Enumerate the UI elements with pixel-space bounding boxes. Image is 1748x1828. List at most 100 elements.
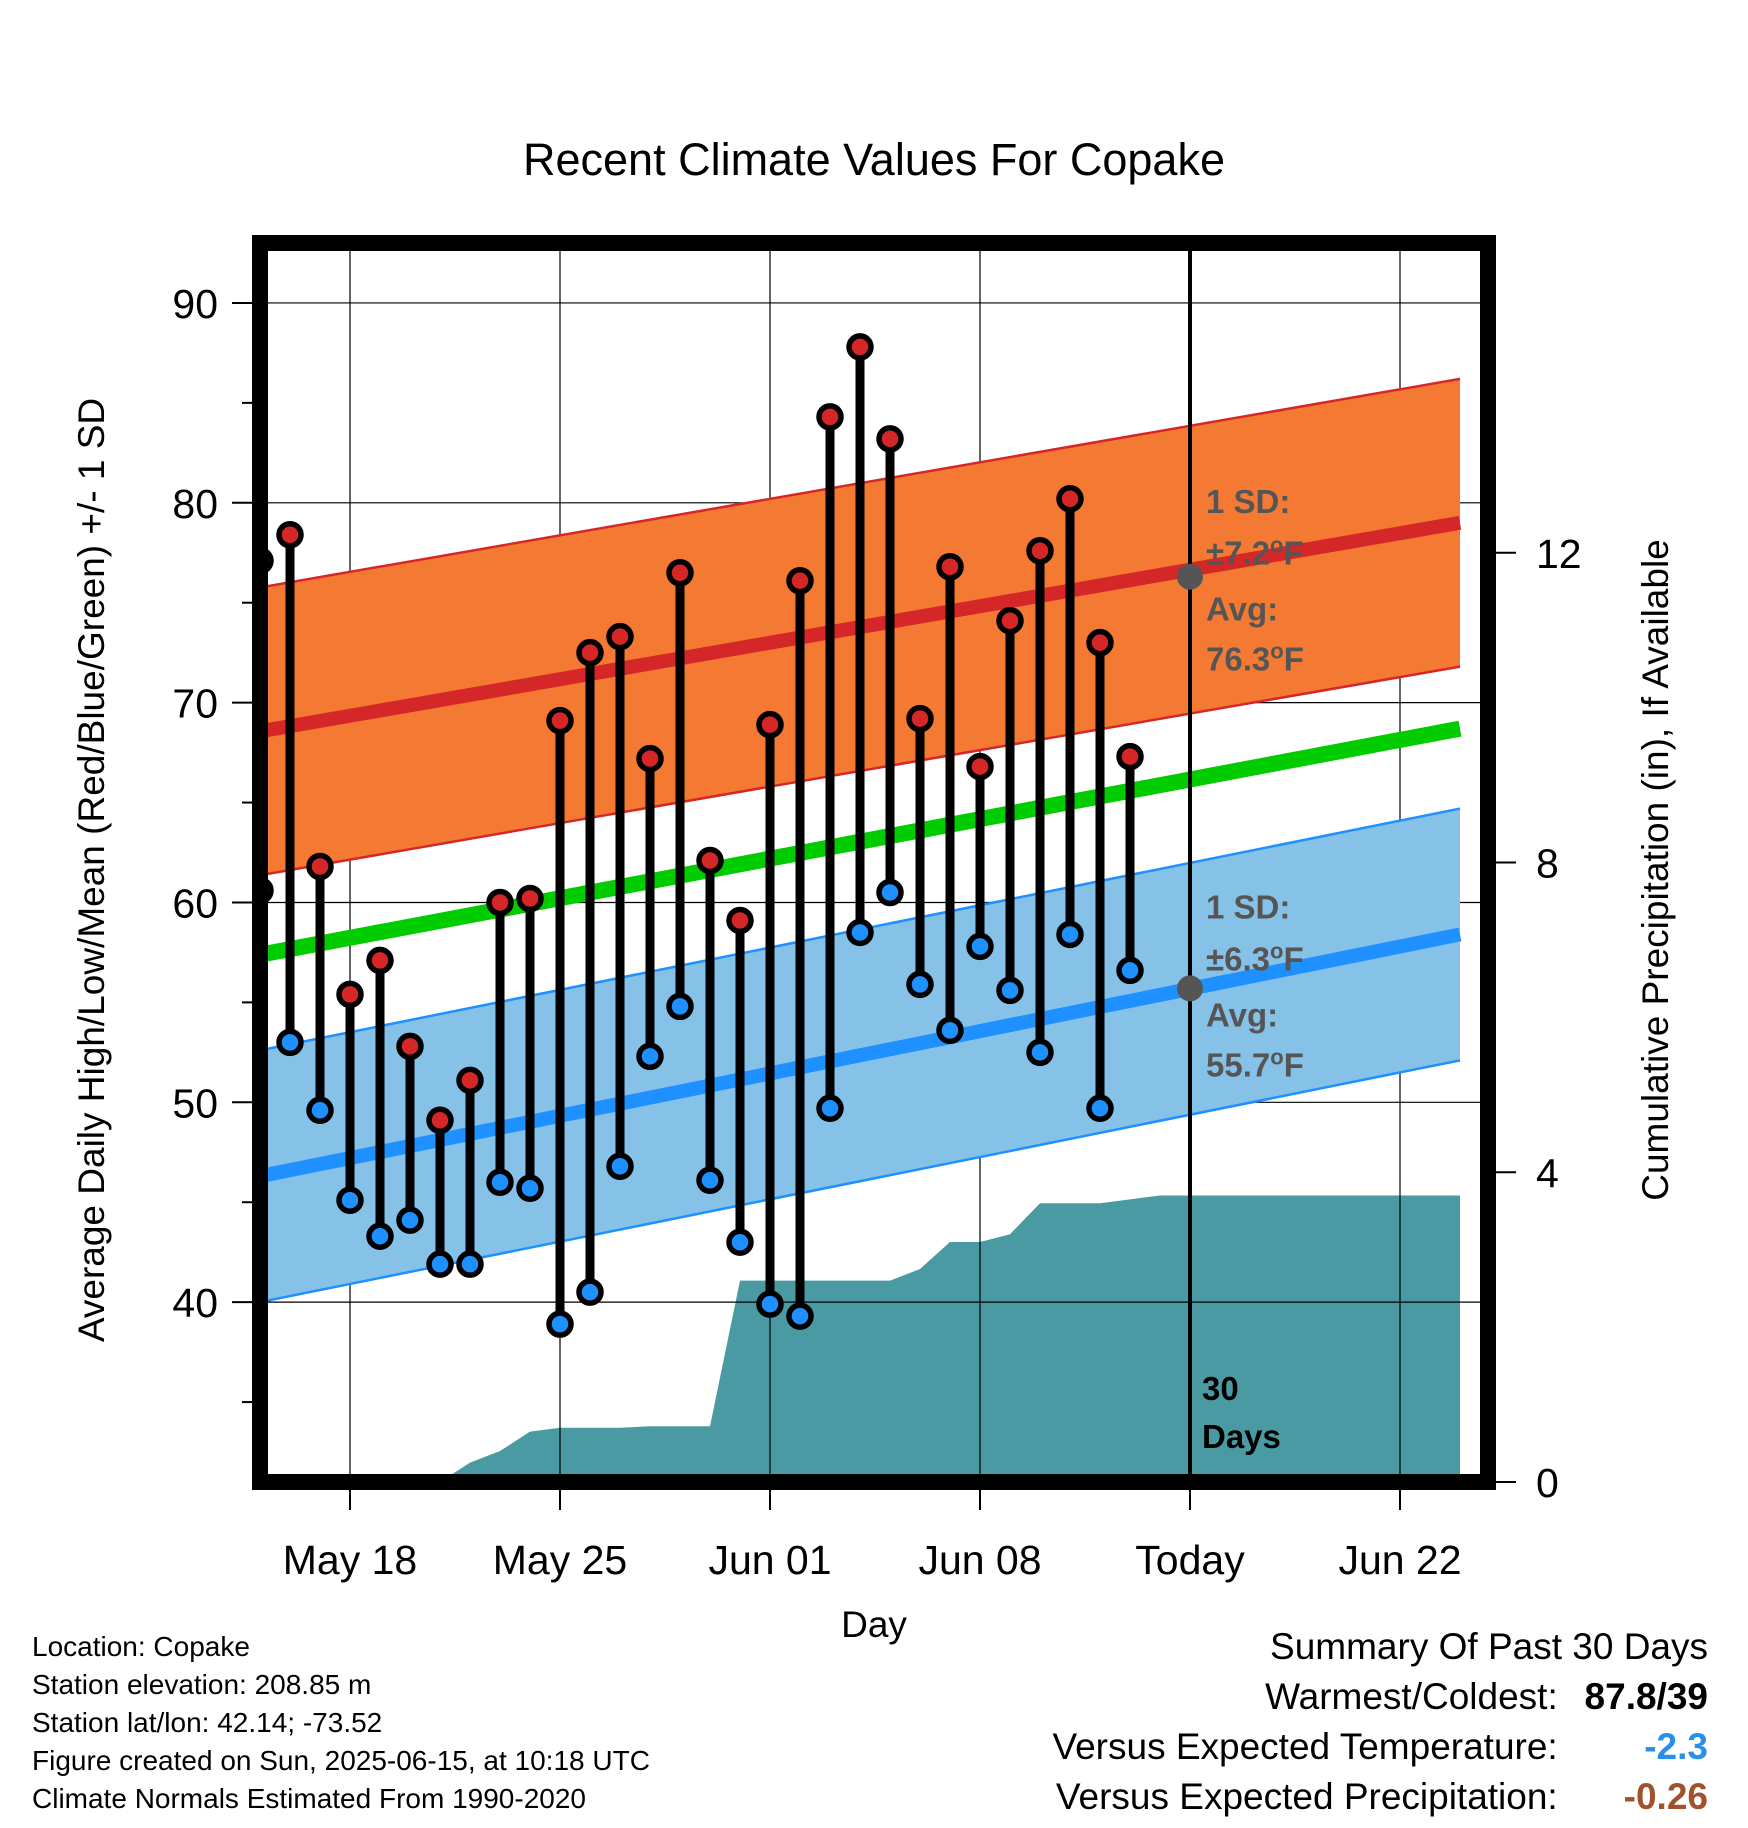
footer-latlon: Station lat/lon: 42.14; -73.52: [32, 1707, 383, 1738]
daily-high-point: [846, 333, 874, 361]
daily-low-point: [396, 1206, 424, 1234]
daily-low-point: [996, 976, 1024, 1005]
daily-high-point: [906, 704, 934, 733]
today-high-avg-marker: [1177, 563, 1203, 590]
daily-low-point: [606, 1152, 634, 1181]
low-avg-value-main: 55.7: [1206, 1046, 1270, 1083]
low-avg-value-degree: o: [1270, 1044, 1283, 1069]
daily-high-point: [756, 710, 784, 739]
days-word: Days: [1202, 1418, 1281, 1455]
daily-low-point: [1026, 1038, 1054, 1067]
high-sd-value-degree: o: [1270, 533, 1283, 558]
high-sd-lower-edge: [260, 665, 1461, 877]
daily-high-point: [876, 425, 904, 453]
x-tick-label: Jun 08: [918, 1537, 1041, 1583]
y2-tick-label: 0: [1536, 1460, 1559, 1506]
footer-normals: Climate Normals Estimated From 1990-2020: [32, 1783, 586, 1814]
high-normal-line: [260, 515, 1462, 739]
footer-elevation: Station elevation: 208.85 m: [32, 1669, 372, 1700]
x-axis-label: Day: [841, 1604, 907, 1645]
y2-axis-label: Cumulative Precipitation (in), If Availa…: [1635, 539, 1676, 1201]
summary-warmest: Warmest/Coldest: 87.8/39: [1052, 1672, 1708, 1722]
daily-high-point: [816, 403, 844, 431]
warmest-label: Warmest/Coldest:: [1265, 1676, 1558, 1717]
daily-low-point: [846, 918, 874, 947]
high-sd-value: ±7.2oF: [1206, 533, 1304, 572]
footer-created: Figure created on Sun, 2025-06-15, at 10…: [32, 1745, 650, 1776]
precip-vs-expected-value: -0.26: [1623, 1776, 1708, 1817]
chart-title: Recent Climate Values For Copake: [523, 134, 1225, 185]
daily-low-point: [546, 1310, 574, 1338]
mean-normal-line: [260, 720, 1462, 963]
temp-vs-expected-value: -2.3: [1644, 1726, 1708, 1767]
x-tick-label: Jun 22: [1338, 1537, 1461, 1583]
low-avg-value: 55.7oF: [1206, 1044, 1304, 1083]
daily-high-point: [696, 846, 724, 875]
today-low-avg-marker: [1177, 975, 1203, 1002]
low-sd-value-unit: F: [1283, 940, 1303, 977]
daily-low-point: [756, 1290, 784, 1318]
warmest-value: 87.8/39: [1584, 1676, 1708, 1717]
daily-high-point: [516, 884, 544, 913]
daily-low-point: [966, 932, 994, 961]
daily-high-point: [1116, 742, 1144, 771]
precip-area: [260, 1195, 1460, 1482]
daily-low-point: [1116, 956, 1144, 985]
daily-high-point: [726, 906, 754, 935]
low-sd-label: 1 SD:: [1206, 888, 1290, 925]
daily-low-point: [306, 1096, 334, 1125]
y-tick-label: 40: [172, 1280, 218, 1326]
daily-low-point: [816, 1094, 844, 1123]
high-avg-value-main: 76.3: [1206, 641, 1270, 678]
daily-high-point: [1086, 628, 1114, 657]
summary-temp: Versus Expected Temperature: -2.3: [1052, 1722, 1708, 1772]
x-tick-label: May 25: [493, 1537, 627, 1583]
y-tick-label: 50: [172, 1080, 218, 1126]
high-avg-label: Avg:: [1206, 591, 1278, 628]
y-axis-label: Average Daily High/Low/Mean (Red/Blue/Gr…: [71, 398, 112, 1342]
daily-low-point: [426, 1250, 454, 1278]
summary-panel: Summary Of Past 30 Days Warmest/Coldest:…: [1052, 1622, 1708, 1822]
footer: Location: Copake Station elevation: 208.…: [32, 1628, 650, 1818]
summary-precip: Versus Expected Precipitation: -0.26: [1052, 1772, 1708, 1822]
daily-high-point: [366, 946, 394, 975]
daily-low-point: [456, 1250, 484, 1278]
daily-low-point: [1086, 1094, 1114, 1123]
daily-high-point: [996, 606, 1024, 635]
y-tick-label: 60: [172, 880, 218, 926]
daily-low-point: [666, 992, 694, 1021]
low-sd-upper-edge: [260, 807, 1461, 1052]
daily-low-point: [1056, 920, 1084, 949]
daily-high-point: [666, 558, 694, 587]
y-tick-label: 80: [172, 481, 218, 527]
x-tick-label: Today: [1135, 1537, 1245, 1583]
daily-low-point: [906, 970, 934, 999]
daily-low-point: [786, 1302, 814, 1330]
x-tick-label: Jun 01: [708, 1537, 831, 1583]
daily-low-point: [336, 1186, 364, 1214]
x-tick-label: May 18: [283, 1537, 417, 1583]
y2-tick-label: 4: [1536, 1150, 1559, 1196]
days-count: 30: [1202, 1370, 1239, 1407]
low-avg-label: Avg:: [1206, 996, 1278, 1033]
daily-low-point: [936, 1016, 964, 1045]
daily-high-point: [456, 1066, 484, 1095]
daily-high-point: [486, 888, 514, 917]
low-normal-line: [260, 927, 1462, 1184]
low-sd-value-degree: o: [1270, 938, 1283, 963]
daily-low-point: [576, 1278, 604, 1306]
y2-tick-label: 12: [1536, 531, 1582, 577]
daily-high-point: [936, 552, 964, 581]
daily-high-point: [336, 980, 364, 1009]
daily-high-point: [1056, 485, 1084, 513]
summary-heading: Summary Of Past 30 Days: [1270, 1626, 1708, 1667]
high-avg-value-degree: o: [1270, 639, 1283, 664]
daily-low-point: [516, 1174, 544, 1202]
daily-low-point: [276, 1028, 304, 1057]
daily-high-point: [546, 706, 574, 735]
daily-low-point: [486, 1168, 514, 1196]
low-avg-value-unit: F: [1284, 1046, 1304, 1083]
daily-high-point: [396, 1032, 424, 1061]
